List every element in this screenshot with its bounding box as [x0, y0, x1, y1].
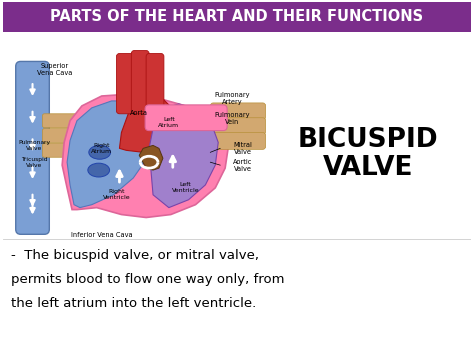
- FancyBboxPatch shape: [117, 54, 134, 114]
- FancyBboxPatch shape: [42, 114, 81, 127]
- FancyBboxPatch shape: [210, 132, 265, 149]
- Polygon shape: [149, 104, 218, 208]
- Polygon shape: [67, 101, 153, 208]
- Text: Pulmonary
Valve: Pulmonary Valve: [18, 140, 51, 151]
- Text: permits blood to flow one way only, from: permits blood to flow one way only, from: [11, 273, 284, 286]
- Text: Tricuspid
Valve: Tricuspid Valve: [21, 157, 48, 168]
- Text: BICUSPID: BICUSPID: [298, 127, 439, 153]
- Text: VALVE: VALVE: [323, 155, 414, 181]
- Text: Superior
Vena Cava: Superior Vena Cava: [36, 63, 72, 76]
- Text: -  The bicuspid valve, or mitral valve,: - The bicuspid valve, or mitral valve,: [11, 249, 259, 262]
- Ellipse shape: [88, 163, 109, 177]
- FancyBboxPatch shape: [210, 103, 265, 120]
- FancyBboxPatch shape: [210, 118, 265, 135]
- Text: Aorta: Aorta: [130, 110, 148, 116]
- Text: Aortic
Valve: Aortic Valve: [233, 159, 253, 172]
- FancyBboxPatch shape: [42, 129, 81, 142]
- Text: Pulmonary
Vein: Pulmonary Vein: [214, 112, 250, 125]
- Text: Pulmonary
Artery: Pulmonary Artery: [214, 92, 250, 105]
- Text: Left
Atrium: Left Atrium: [158, 117, 179, 128]
- Bar: [3, 2, 471, 32]
- Polygon shape: [119, 99, 176, 152]
- Text: Right
Atrium: Right Atrium: [91, 143, 112, 154]
- FancyBboxPatch shape: [42, 143, 81, 157]
- Text: Left
Ventricle: Left Ventricle: [172, 182, 200, 193]
- Text: Mitral
Valve: Mitral Valve: [234, 142, 252, 155]
- FancyBboxPatch shape: [16, 61, 49, 234]
- Ellipse shape: [89, 146, 110, 159]
- Text: Inferior Vena Cava: Inferior Vena Cava: [71, 232, 132, 238]
- Polygon shape: [139, 146, 163, 170]
- Text: Right
Ventricle: Right Ventricle: [103, 189, 130, 200]
- Polygon shape: [62, 94, 228, 218]
- FancyBboxPatch shape: [119, 96, 159, 153]
- FancyBboxPatch shape: [146, 54, 164, 114]
- FancyBboxPatch shape: [131, 50, 149, 114]
- FancyBboxPatch shape: [145, 105, 227, 131]
- Text: PARTS OF THE HEART AND THEIR FUNCTIONS: PARTS OF THE HEART AND THEIR FUNCTIONS: [50, 10, 424, 24]
- Text: the left atrium into the left ventricle.: the left atrium into the left ventricle.: [11, 296, 256, 310]
